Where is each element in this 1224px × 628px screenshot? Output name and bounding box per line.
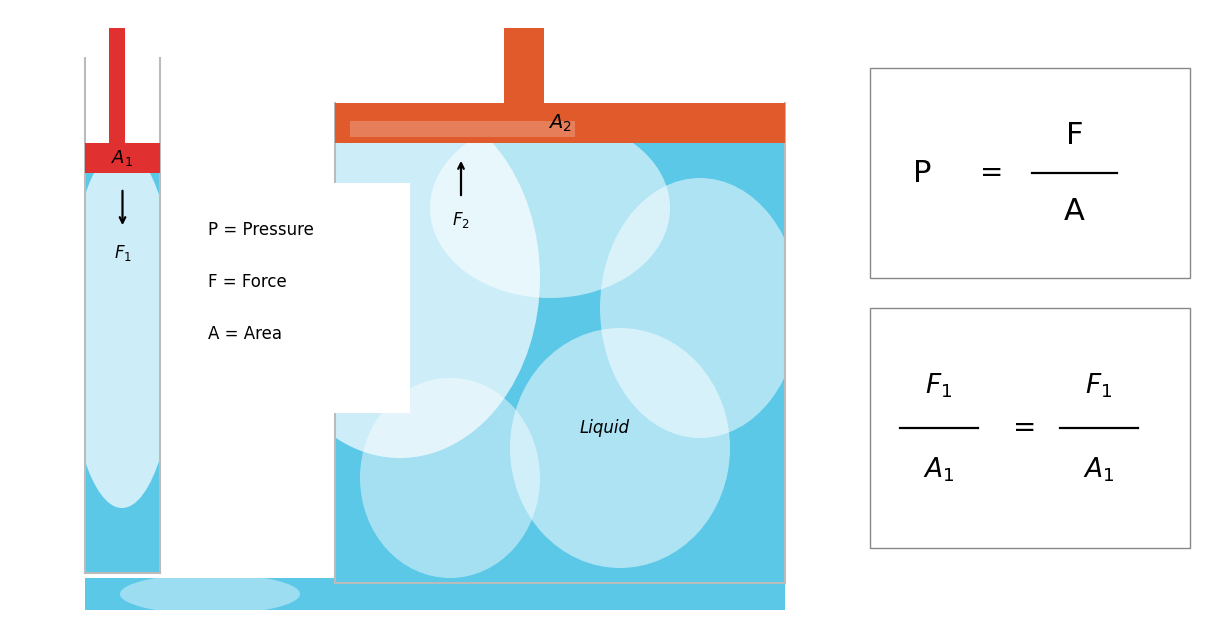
Text: $F_1$: $F_1$ <box>114 243 131 263</box>
Bar <box>335 103 785 143</box>
Text: $F_1$: $F_1$ <box>1086 372 1113 400</box>
Bar <box>84 173 160 573</box>
Ellipse shape <box>600 178 800 438</box>
Bar <box>350 121 575 137</box>
Text: $A_1$: $A_1$ <box>111 148 133 168</box>
Bar <box>504 28 543 103</box>
Text: Liquid: Liquid <box>580 419 630 437</box>
FancyBboxPatch shape <box>870 68 1190 278</box>
FancyBboxPatch shape <box>870 308 1190 548</box>
Ellipse shape <box>510 328 730 568</box>
Bar <box>190 183 410 413</box>
Text: $A_1$: $A_1$ <box>1083 456 1115 484</box>
Ellipse shape <box>67 148 177 508</box>
Bar <box>84 578 785 610</box>
Text: A: A <box>1064 197 1084 225</box>
Text: F = Force: F = Force <box>208 273 286 291</box>
Text: P: P <box>913 158 931 188</box>
Text: $A_2$: $A_2$ <box>548 112 572 134</box>
Text: $A_1$: $A_1$ <box>923 456 955 484</box>
Ellipse shape <box>430 118 670 298</box>
Text: P = Pressure: P = Pressure <box>208 221 313 239</box>
Bar <box>84 143 160 173</box>
Text: =: = <box>1013 414 1037 442</box>
Text: $F_1$: $F_1$ <box>925 372 952 400</box>
Ellipse shape <box>259 98 540 458</box>
Bar <box>109 28 125 143</box>
Text: A = Area: A = Area <box>208 325 282 343</box>
Ellipse shape <box>120 574 300 614</box>
Ellipse shape <box>360 378 540 578</box>
Text: =: = <box>980 159 1004 187</box>
Bar <box>335 143 785 583</box>
Text: F: F <box>1066 121 1083 149</box>
Text: $F_2$: $F_2$ <box>452 210 470 230</box>
